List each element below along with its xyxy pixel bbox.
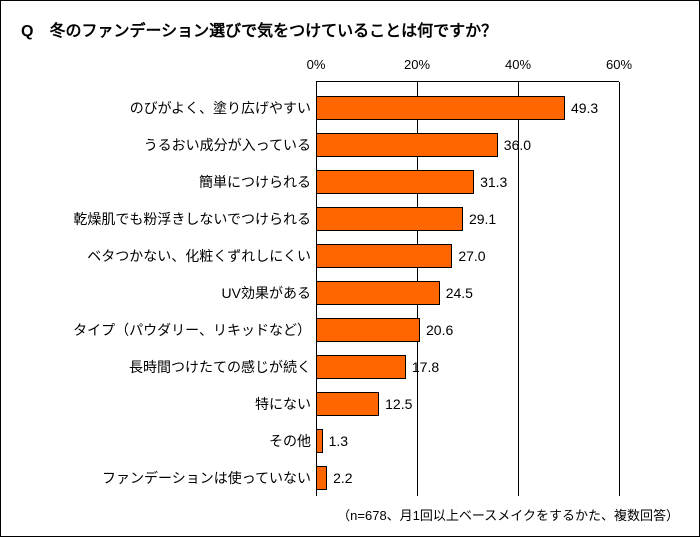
bar	[316, 133, 498, 157]
bar-row: ファンデーションは使っていない 2.2	[21, 461, 619, 495]
bar	[316, 355, 406, 379]
axis-tick-label: 40%	[505, 57, 531, 72]
bar-area: 27.0	[316, 239, 619, 273]
bar-area: 2.2	[316, 461, 619, 495]
bar-label: その他	[269, 431, 311, 451]
bar-label: 乾燥肌でも粉浮きしないでつけられる	[73, 209, 311, 229]
bar-label: ベタつかない、化粧くずれしにくい	[87, 246, 311, 266]
bar-label: 特にない	[255, 394, 311, 414]
title-area: Q 冬のファンデーション選びで気をつけていることは何ですか？	[1, 1, 699, 65]
bars-container: のびがよく、塗り広げやすい 49.3 うるおい成分が入っている 36.0 簡単につけられ…	[21, 81, 619, 496]
bar	[316, 392, 379, 416]
bar-value: 31.3	[480, 174, 507, 190]
bar-value: 49.3	[571, 100, 598, 116]
bar-label: ファンデーションは使っていない	[102, 468, 311, 488]
bar-row: 乾燥肌でも粉浮きしないでつけられる 29.1	[21, 202, 619, 236]
bar-label: タイプ（パウダリー、リキッドなど）	[73, 320, 311, 340]
chart-title: Q 冬のファンデーション選びで気をつけていることは何ですか？	[21, 17, 679, 41]
bar-value: 2.2	[333, 470, 352, 486]
bar	[316, 170, 474, 194]
bar-area: 1.3	[316, 424, 619, 458]
bar-area: 49.3	[316, 91, 619, 125]
bar-area: 24.5	[316, 276, 619, 310]
bar	[316, 318, 420, 342]
bar-label: UV効果がある	[222, 283, 311, 303]
bar-area: 29.1	[316, 202, 619, 236]
bar-area: 12.5	[316, 387, 619, 421]
bar-area: 36.0	[316, 128, 619, 162]
gridline	[619, 82, 620, 496]
bar-label: 長時間つけたての感じが続く	[129, 357, 311, 377]
bar-row: UV効果がある 24.5	[21, 276, 619, 310]
axis-tick-label: 60%	[606, 57, 632, 72]
bar-label: うるおい成分が入っている	[144, 135, 311, 155]
bar-row: 簡単につけられる 31.3	[21, 165, 619, 199]
bar	[316, 466, 327, 490]
bar-value: 17.8	[412, 359, 439, 375]
bar	[316, 281, 440, 305]
bar-value: 24.5	[446, 285, 473, 301]
bar-row: その他 1.3	[21, 424, 619, 458]
bar-value: 36.0	[504, 137, 531, 153]
bar-row: タイプ（パウダリー、リキッドなど） 20.6	[21, 313, 619, 347]
bar-area: 17.8	[316, 350, 619, 384]
chart-area: 0% 20% 40% 60% のびがよく、塗り広げやすい 49.3 うるおい成分が入ってい…	[21, 57, 679, 496]
footnote: （n=678、月1回以上ベースメイクをするかた、複数回答）	[337, 505, 679, 524]
bar-label: のびがよく、塗り広げやすい	[130, 98, 311, 118]
bar-value: 12.5	[385, 396, 412, 412]
axis-tick-label: 0%	[307, 57, 326, 72]
bar-value: 27.0	[458, 248, 485, 264]
bar-label: 簡単につけられる	[199, 172, 311, 192]
bar-value: 29.1	[469, 211, 496, 227]
bar	[316, 96, 565, 120]
bar-area: 20.6	[316, 313, 619, 347]
bar	[316, 244, 452, 268]
bar-row: ベタつかない、化粧くずれしにくい 27.0	[21, 239, 619, 273]
bar-row: うるおい成分が入っている 36.0	[21, 128, 619, 162]
bar-value: 1.3	[329, 433, 348, 449]
x-axis-labels: 0%20%40%60%	[316, 57, 619, 77]
bar-row: のびがよく、塗り広げやすい 49.3	[21, 91, 619, 125]
bar-area: 31.3	[316, 165, 619, 199]
bar	[316, 429, 323, 453]
bar	[316, 207, 463, 231]
bar-row: 長時間つけたての感じが続く 17.8	[21, 350, 619, 384]
bar-row: 特にない 12.5	[21, 387, 619, 421]
bar-value: 20.6	[426, 322, 453, 338]
axis-tick-label: 20%	[404, 57, 430, 72]
